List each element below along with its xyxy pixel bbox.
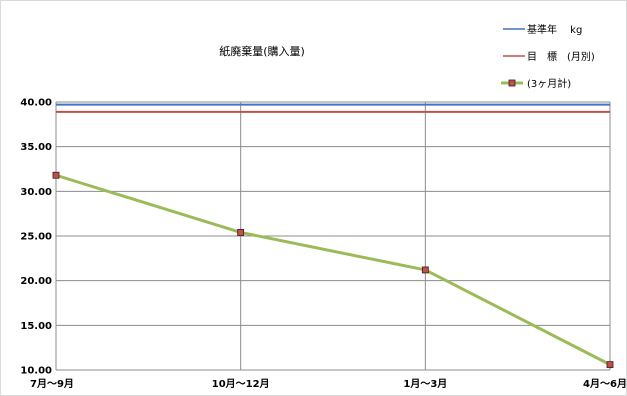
data-point-marker (421, 266, 429, 274)
grid (55, 101, 611, 371)
legend-label: 基準年 kg (527, 23, 582, 36)
y-tick-label: 20.00 (20, 276, 52, 287)
y-tick-label: 35.00 (20, 142, 52, 153)
y-tick-label: 15.00 (20, 321, 52, 332)
data-series (52, 171, 614, 369)
reference-lines (56, 103, 610, 113)
legend-swatch-marker (508, 79, 516, 87)
y-tick-label: 25.00 (20, 232, 52, 243)
legend: 基準年 kg 目 標 (月別) (3ヶ月計) (501, 23, 595, 90)
data-point-marker (52, 171, 60, 179)
legend-label: 目 標 (月別) (527, 50, 595, 63)
legend-label: (3ヶ月計) (527, 77, 571, 90)
data-point-marker (606, 361, 614, 369)
x-tick-label: 4月～6月 (583, 378, 627, 390)
x-axis-ticks: 7月～9月 10月～12月 1月～3月 4月～6月 (30, 378, 627, 390)
chart-title: 紙廃棄量(購入量) (219, 44, 305, 58)
x-tick-label: 1月～3月 (403, 378, 447, 390)
data-point-marker (237, 229, 245, 236)
series-line (55, 173, 611, 366)
y-axis-ticks: 10.00 15.00 20.00 25.00 30.00 35.00 40.00 (20, 98, 52, 377)
y-tick-label: 40.00 (20, 98, 52, 109)
x-tick-label: 7月～9月 (30, 378, 74, 390)
x-tick-label: 10月～12月 (212, 378, 270, 390)
y-tick-label: 10.00 (20, 366, 52, 377)
y-tick-label: 30.00 (20, 187, 52, 198)
